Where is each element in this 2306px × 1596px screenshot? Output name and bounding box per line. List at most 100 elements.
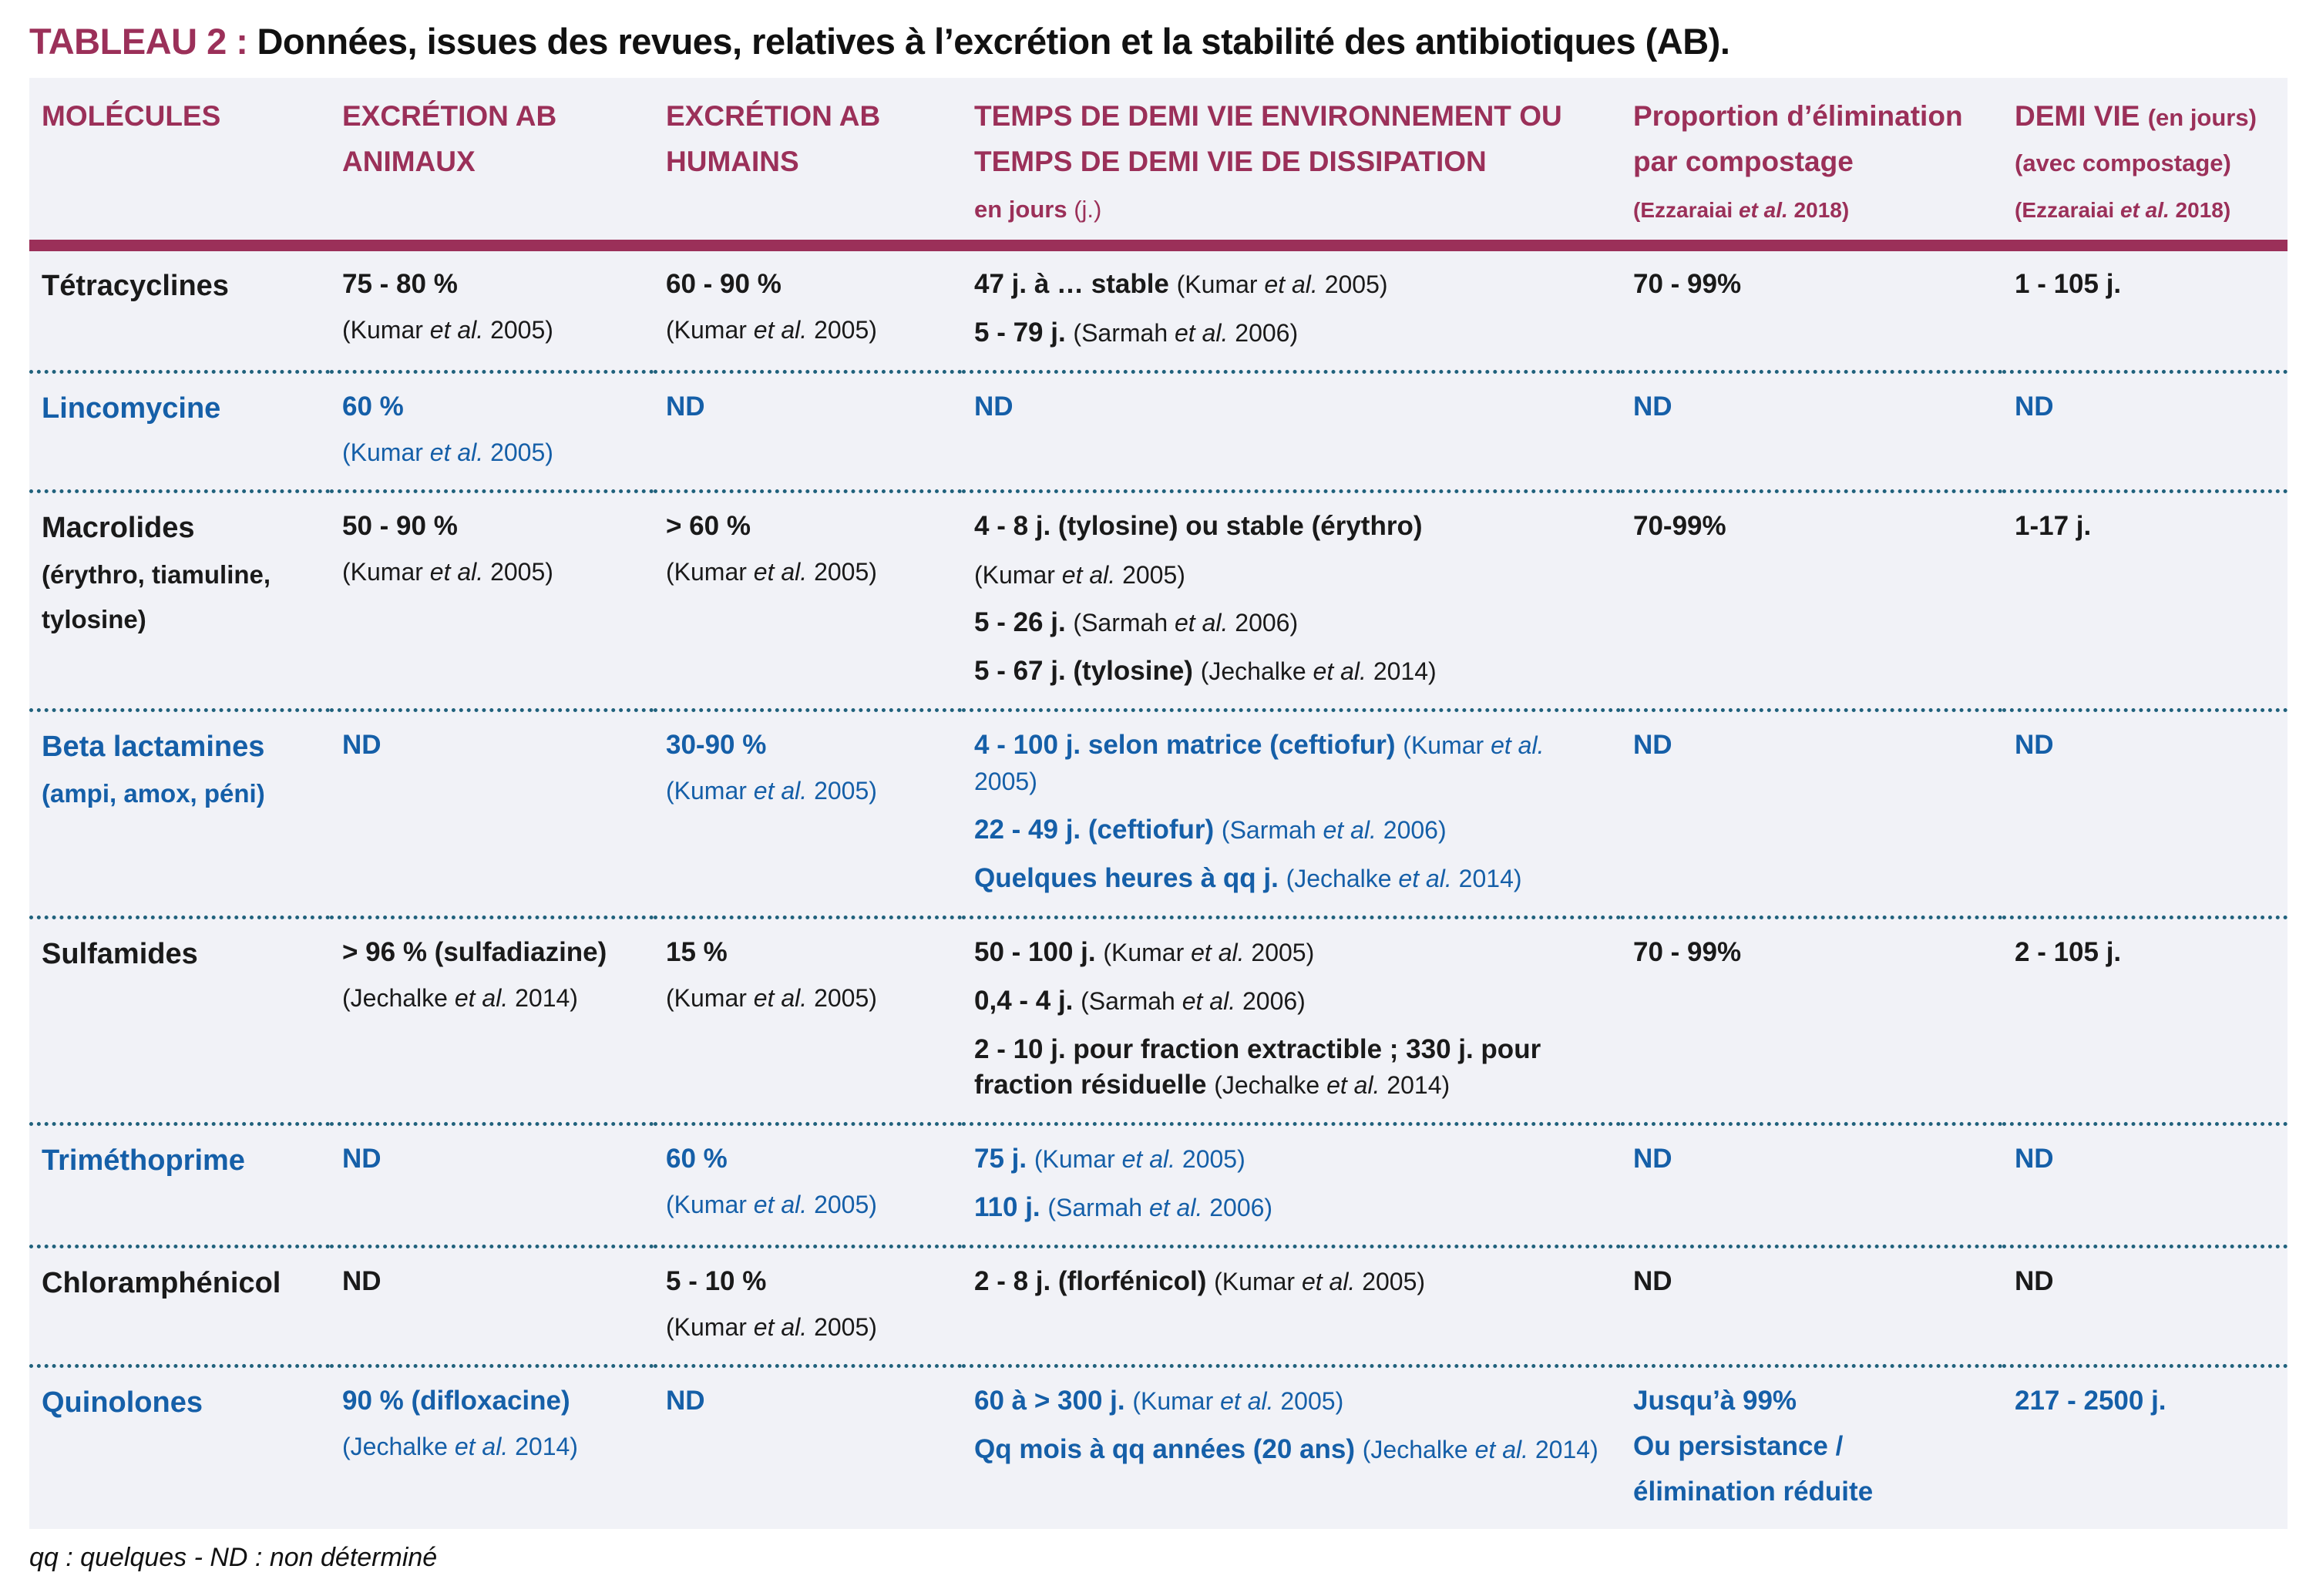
text-line: ND [1633,1266,1672,1297]
text-line: DEMI VIE (en jours) [2015,100,2257,132]
table-row-chloramphenicol: Chloramphénicol ND 5 - 10 % (Kumar et al. 2… [29,1245,2288,1366]
cell-trimethoprime-excretion-ab-humains: 60 % (Kumar et al. 2005) [654,1122,962,1247]
cell-macrolides-molecules: Macrolides (érythro, tiamuline, tylosine) [29,489,330,711]
text-line: Qq mois à qq années (20 ans) (Jechalke e… [974,1433,1598,1464]
cell-sulfamides-excretion-ab-humains: 15 % (Kumar et al. 2005) [654,915,962,1124]
table-row-trimethoprime: Triméthoprime ND 60 % (Kumar et al. 2005) 75… [29,1122,2288,1247]
cell-chloramphenicol-excretion-ab-animaux: ND [330,1245,654,1366]
text-line: 5 - 10 % [666,1266,767,1297]
cell-trimethoprime-excretion-ab-animaux: ND [330,1122,654,1247]
text-line: Quelques heures à qq j. (Jechalke et al.… [974,862,1522,893]
column-header-temps-demi-vie-environnement: TEMPS DE DEMI VIE ENVIRONNEMENT OU TEMPS … [962,78,1621,252]
footnote: qq : quelques - ND : non déterminé [29,1542,438,1572]
cell-chloramphenicol-proportion-elimination-compostage: ND [1621,1245,2002,1366]
column-header-molecules: MOLÉCULES [29,78,330,252]
column-header-proportion-elimination-compostage: Proportion d’élimination par compostage (E… [1621,78,2002,252]
table-row-tetracyclines: Tétracyclines 75 - 80 % (Kumar et al. 2005… [29,246,2288,372]
text-line: 70-99% [1633,510,1726,541]
text-line: ND [2015,730,2054,761]
text-line: > 96 % (sulfadiazine) [342,936,607,967]
antibiotics-data-table: MOLÉCULES EXCRÉTION AB ANIMAUX EXCRÉTION AB… [29,78,2288,1529]
text-line: 217 - 2500 j. [2015,1385,2166,1416]
cell-beta-lactamines-excretion-ab-humains: 30-90 % (Kumar et al. 2005) [654,708,962,918]
text-line: 50 - 90 % [342,510,458,541]
text-line: (Kumar et al. 2005) [666,777,877,805]
cell-beta-lactamines-temps-demi-vie-environnement: 4 - 100 j. selon matrice (ceftiofur) (Ku… [962,708,1621,918]
text-line: ANIMAUX [342,146,476,178]
text-line: 5 - 67 j. (tylosine) (Jechalke et al. 20… [974,656,1437,687]
text-line: Proportion d’élimination [1633,100,1963,132]
cell-quinolones-excretion-ab-animaux: 90 % (difloxacine) (Jechalke et al. 2014) [330,1363,654,1529]
cell-macrolides-proportion-elimination-compostage: 70-99% [1621,489,2002,711]
text-line: (Kumar et al. 2005) [666,1191,877,1219]
cell-tetracyclines-demi-vie-avec-compostage: 1 - 105 j. [2002,246,2288,372]
text-line: 60 à > 300 j. (Kumar et al. 2005) [974,1385,1344,1416]
text-line: 30-90 % [666,730,767,761]
text-line: TEMPS DE DEMI VIE ENVIRONNEMENT OU [974,100,1562,132]
cell-chloramphenicol-temps-demi-vie-environnement: 2 - 8 j. (florfénicol) (Kumar et al. 200… [962,1245,1621,1366]
text-line: en jours (j.) [974,195,1102,223]
cell-beta-lactamines-molecules: Beta lactamines (ampi, amox, péni) [29,708,330,918]
table-row-lincomycine: Lincomycine 60 % (Kumar et al. 2005) ND ND ND… [29,369,2288,492]
text-line: ND [666,391,705,422]
cell-chloramphenicol-demi-vie-avec-compostage: ND [2002,1245,2288,1366]
text-line: élimination réduite [1633,1476,1874,1507]
cell-beta-lactamines-demi-vie-avec-compostage: ND [2002,708,2288,918]
cell-lincomycine-molecules: Lincomycine [29,369,330,492]
text-line: (érythro, tiamuline, [42,559,271,589]
text-line: 15 % [666,936,728,967]
text-line: Jusqu’à 99% [1633,1385,1797,1416]
text-line: 1 - 105 j. [2015,269,2122,300]
text-line: (Kumar et al. 2005) [666,315,877,344]
text-line: 70 - 99% [1633,269,1742,300]
text-line: 5 - 79 j. (Sarmah et al. 2006) [974,317,1299,348]
cell-macrolides-excretion-ab-humains: > 60 % (Kumar et al. 2005) [654,489,962,711]
cell-trimethoprime-molecules: Triméthoprime [29,1122,330,1247]
text-line: ND [1633,730,1672,761]
text-line: > 60 % [666,510,751,541]
text-line: (Kumar et al. 2005) [342,315,553,344]
text-line: ND [342,1144,382,1174]
cell-tetracyclines-molecules: Tétracyclines [29,246,330,372]
cell-quinolones-demi-vie-avec-compostage: 217 - 2500 j. [2002,1363,2288,1529]
cell-sulfamides-temps-demi-vie-environnement: 50 - 100 j. (Kumar et al. 2005) 0,4 - 4 j… [962,915,1621,1124]
header-row: MOLÉCULES EXCRÉTION AB ANIMAUX EXCRÉTION AB… [29,78,2288,252]
text-line: HUMAINS [666,146,799,178]
cell-macrolides-temps-demi-vie-environnement: 4 - 8 j. (tylosine) ou stable (érythro) (… [962,489,1621,711]
text-line: ND [2015,1144,2054,1174]
text-line: 0,4 - 4 j. (Sarmah et al. 2006) [974,985,1306,1016]
cell-quinolones-temps-demi-vie-environnement: 60 à > 300 j. (Kumar et al. 2005) Qq mois… [962,1363,1621,1529]
column-header-demi-vie-avec-compostage: DEMI VIE (en jours) (avec compostage) (Ezz… [2002,78,2288,252]
text-line: Sulfamides [42,937,198,970]
text-line: MOLÉCULES [42,100,221,132]
column-header-excretion-ab-animaux: EXCRÉTION AB ANIMAUX [330,78,654,252]
text-line: (Ezzaraiai et al. 2018) [1633,197,1850,222]
text-line: 75 - 80 % [342,269,458,300]
cell-lincomycine-excretion-ab-animaux: 60 % (Kumar et al. 2005) [330,369,654,492]
text-line: (avec compostage) [2015,150,2231,177]
cell-sulfamides-molecules: Sulfamides [29,915,330,1124]
text-line: ND [342,730,382,761]
text-line: par compostage [1633,146,1854,178]
text-line: (Kumar et al. 2005) [974,560,1185,589]
cell-trimethoprime-temps-demi-vie-environnement: 75 j. (Kumar et al. 2005) 110 j. (Sarmah … [962,1122,1621,1247]
text-line: 70 - 99% [1633,936,1742,967]
text-line: Ou persistance / [1633,1430,1844,1461]
text-line: 60 - 90 % [666,269,782,300]
text-line: (Kumar et al. 2005) [342,557,553,586]
text-line: TEMPS DE DEMI VIE DE DISSIPATION [974,146,1487,178]
text-line: (Kumar et al. 2005) [666,983,877,1012]
text-line: ND [974,391,1013,422]
text-line: 2 - 10 j. pour fraction extractible ; 33… [974,1033,1541,1100]
cell-chloramphenicol-molecules: Chloramphénicol [29,1245,330,1366]
text-line: (ampi, amox, péni) [42,779,265,808]
text-line: (Ezzaraiai et al. 2018) [2015,197,2231,222]
cell-tetracyclines-temps-demi-vie-environnement: 47 j. à … stable (Kumar et al. 2005) 5 - … [962,246,1621,372]
text-line: Lincomycine [42,391,221,425]
text-line: tylosine) [42,605,146,634]
text-line: ND [666,1385,705,1416]
cell-tetracyclines-excretion-ab-humains: 60 - 90 % (Kumar et al. 2005) [654,246,962,372]
cell-beta-lactamines-proportion-elimination-compostage: ND [1621,708,2002,918]
text-line: EXCRÉTION AB [342,100,557,132]
